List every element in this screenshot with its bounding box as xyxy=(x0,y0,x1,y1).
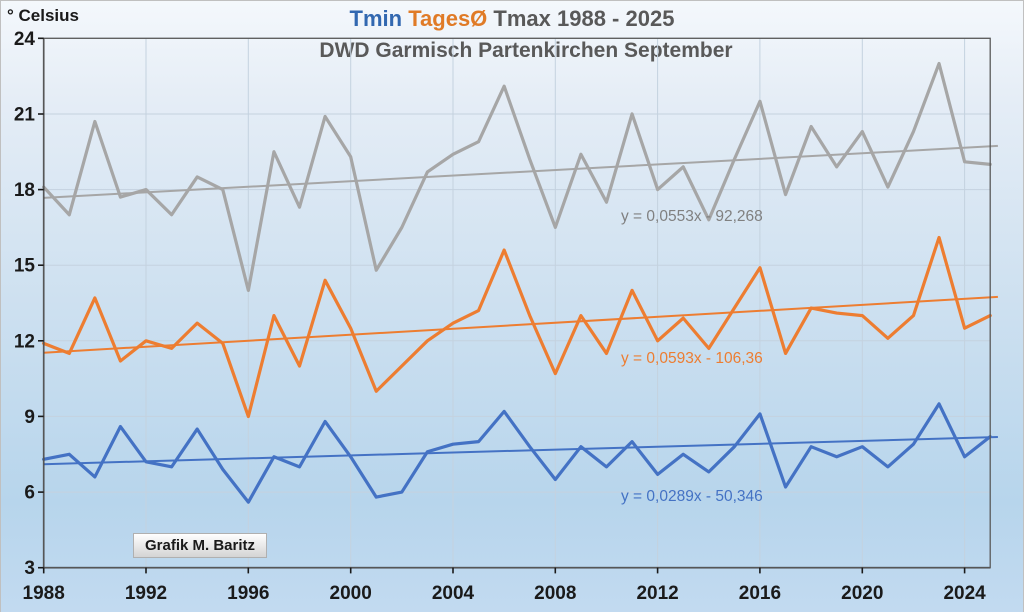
svg-text:2012: 2012 xyxy=(636,583,678,604)
svg-text:2000: 2000 xyxy=(330,583,372,604)
svg-text:2024: 2024 xyxy=(943,583,986,604)
svg-text:1996: 1996 xyxy=(227,583,269,604)
svg-text:6: 6 xyxy=(24,483,35,504)
svg-text:2004: 2004 xyxy=(432,583,475,604)
svg-text:y = 0,0593x - 106,36: y = 0,0593x - 106,36 xyxy=(621,350,763,367)
svg-text:1988: 1988 xyxy=(23,583,65,604)
svg-text:24: 24 xyxy=(14,29,36,50)
svg-text:y = 0,0289x - 50,346: y = 0,0289x - 50,346 xyxy=(621,488,763,505)
svg-text:y = 0,0553x - 92,268: y = 0,0553x - 92,268 xyxy=(621,208,763,225)
svg-text:2016: 2016 xyxy=(739,583,781,604)
svg-text:18: 18 xyxy=(14,180,35,201)
svg-text:1992: 1992 xyxy=(125,583,167,604)
svg-text:3: 3 xyxy=(24,558,35,579)
svg-text:2008: 2008 xyxy=(534,583,576,604)
svg-text:9: 9 xyxy=(24,407,35,428)
svg-text:15: 15 xyxy=(14,256,36,277)
svg-text:12: 12 xyxy=(14,331,35,352)
svg-text:2020: 2020 xyxy=(841,583,883,604)
svg-text:21: 21 xyxy=(14,105,36,126)
